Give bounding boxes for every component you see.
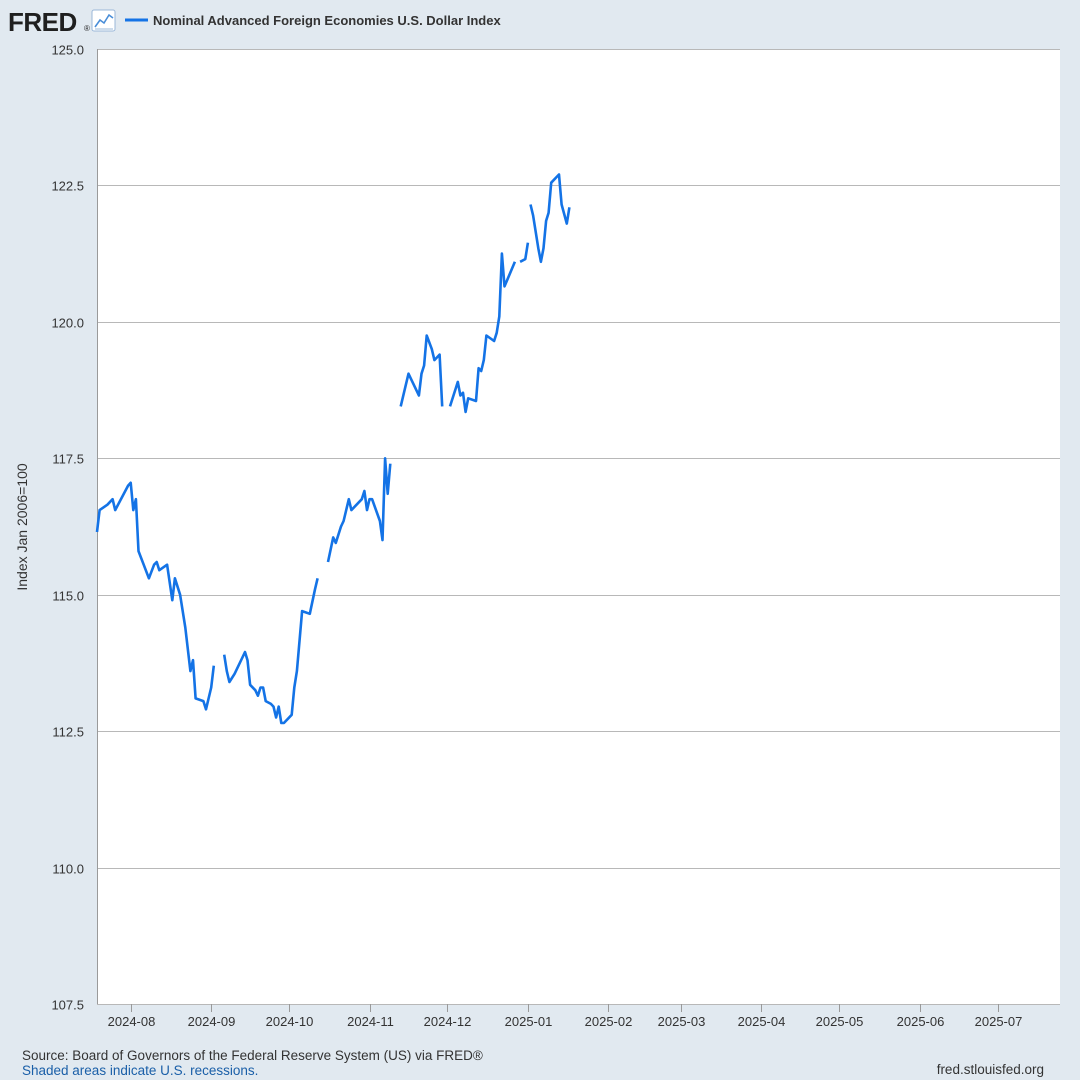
x-tick-label: 2025-07 xyxy=(975,1014,1023,1029)
y-tick-label: 125.0 xyxy=(51,43,84,58)
series-line-segment xyxy=(95,481,216,711)
x-tick-label: 2025-06 xyxy=(897,1014,945,1029)
series-line-segment xyxy=(448,252,517,414)
x-tick-label: 2025-01 xyxy=(505,1014,553,1029)
x-tick-label: 2024-11 xyxy=(347,1014,394,1029)
recession-note-link[interactable]: Shaded areas indicate U.S. recessions. xyxy=(22,1063,259,1078)
y-tick-label: 115.0 xyxy=(52,589,84,604)
series-line-segment xyxy=(529,173,571,264)
x-tick-label: 2025-02 xyxy=(585,1014,633,1029)
x-tick-label: 2024-10 xyxy=(266,1014,314,1029)
y-axis-ticks: 107.5 110.0 112.5 115.0 117.5 120.0 122.5 125.0 xyxy=(51,43,84,1013)
x-tick-label: 2025-05 xyxy=(816,1014,864,1029)
x-tick-label: 2024-09 xyxy=(188,1014,236,1029)
x-tick-label: 2025-03 xyxy=(658,1014,706,1029)
fred-logo-chart-icon xyxy=(91,9,116,32)
series-line-segment xyxy=(399,334,444,407)
y-tick-label: 122.5 xyxy=(51,179,84,194)
legend-label: Nominal Advanced Foreign Economies U.S. … xyxy=(153,13,501,28)
series-line-segment xyxy=(519,242,530,263)
plot-area xyxy=(97,49,1060,1004)
x-tick-label: 2024-08 xyxy=(108,1014,156,1029)
series-line-segment xyxy=(326,456,392,563)
y-tick-label: 110.0 xyxy=(52,862,84,877)
x-axis-ticks: 2024-08 2024-09 2024-10 2024-11 2024-12 2025-… xyxy=(108,1004,1023,1029)
source-text: Source: Board of Governors of the Federa… xyxy=(22,1048,483,1063)
series-line-segment xyxy=(222,578,319,725)
fred-logo-text: FRED xyxy=(8,7,77,37)
x-tick-label: 2024-12 xyxy=(424,1014,472,1029)
fred-logo-registered: ® xyxy=(84,24,90,33)
grid-lines xyxy=(97,49,1060,1005)
y-tick-label: 107.5 xyxy=(51,998,84,1013)
x-tick-label: 2025-04 xyxy=(738,1014,786,1029)
series-lines xyxy=(95,173,571,725)
site-link[interactable]: fred.stlouisfed.org xyxy=(936,1062,1044,1077)
y-tick-label: 120.0 xyxy=(51,316,84,331)
footer-source: Source: Board of Governors of the Federa… xyxy=(22,1048,483,1078)
y-axis-label: Index Jan 2006=100 xyxy=(14,463,30,590)
y-tick-label: 117.5 xyxy=(52,452,84,467)
y-tick-label: 112.5 xyxy=(52,725,84,740)
